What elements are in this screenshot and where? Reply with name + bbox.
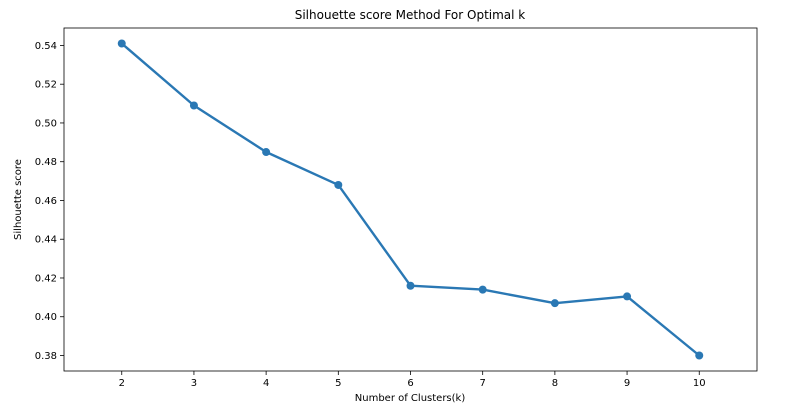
x-tick-label: 6 bbox=[407, 378, 413, 389]
y-axis: 0.38 0.40 0.42 0.44 0.46 0.48 0.50 0.52 0.54 bbox=[35, 41, 64, 362]
x-axis-title: Number of Clusters(k) bbox=[355, 393, 466, 404]
y-tick-label: 0.52 bbox=[35, 80, 57, 91]
data-point bbox=[478, 285, 487, 294]
x-tick-label: 9 bbox=[624, 378, 630, 389]
data-point bbox=[623, 292, 632, 301]
data-point bbox=[262, 148, 271, 157]
y-tick-label: 0.40 bbox=[35, 312, 57, 323]
x-tick-label: 5 bbox=[335, 378, 341, 389]
y-axis-title: Silhouette score bbox=[13, 159, 24, 240]
series-points bbox=[117, 39, 704, 360]
y-tick-label: 0.54 bbox=[35, 41, 57, 52]
x-tick-label: 4 bbox=[263, 378, 269, 389]
y-tick-label: 0.46 bbox=[35, 196, 57, 207]
data-point bbox=[550, 299, 559, 308]
data-point bbox=[189, 101, 198, 110]
y-tick-label: 0.42 bbox=[35, 273, 57, 284]
x-tick-label: 3 bbox=[191, 378, 197, 389]
chart-title: Silhouette score Method For Optimal k bbox=[295, 8, 526, 22]
data-point bbox=[406, 281, 415, 290]
data-point bbox=[695, 351, 704, 360]
y-tick-label: 0.50 bbox=[35, 118, 57, 129]
data-point bbox=[334, 180, 343, 189]
data-point bbox=[117, 39, 126, 48]
x-axis: 2 3 4 5 6 7 8 9 10 bbox=[119, 371, 706, 389]
plot-frame bbox=[63, 27, 758, 372]
x-tick-label: 2 bbox=[119, 378, 125, 389]
y-tick-label: 0.48 bbox=[35, 157, 57, 168]
series-line bbox=[120, 42, 701, 357]
x-tick-label: 7 bbox=[480, 378, 486, 389]
y-tick-label: 0.44 bbox=[35, 235, 57, 246]
y-tick-label: 0.38 bbox=[35, 351, 57, 362]
x-tick-label: 8 bbox=[552, 378, 558, 389]
x-tick-label: 10 bbox=[693, 378, 706, 389]
